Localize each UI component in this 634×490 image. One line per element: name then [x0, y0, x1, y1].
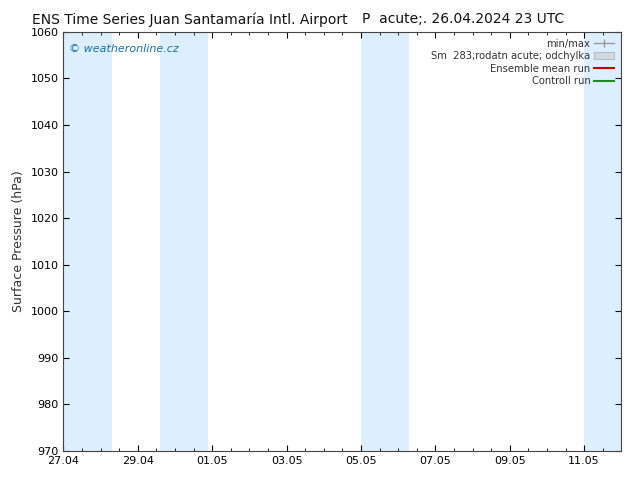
Text: ENS Time Series Juan Santamaría Intl. Airport: ENS Time Series Juan Santamaría Intl. Ai… [32, 12, 348, 27]
Text: P  acute;. 26.04.2024 23 UTC: P acute;. 26.04.2024 23 UTC [361, 12, 564, 26]
Text: © weatheronline.cz: © weatheronline.cz [69, 45, 179, 54]
Bar [361, 32, 410, 451]
Legend: min/max, Sm  283;rodatn acute; odchylka, Ensemble mean run, Controll run: min/max, Sm 283;rodatn acute; odchylka, … [429, 37, 616, 88]
Bar [63, 32, 112, 451]
Y-axis label: Surface Pressure (hPa): Surface Pressure (hPa) [12, 171, 25, 312]
Bar [160, 32, 209, 451]
Bar [584, 32, 621, 451]
